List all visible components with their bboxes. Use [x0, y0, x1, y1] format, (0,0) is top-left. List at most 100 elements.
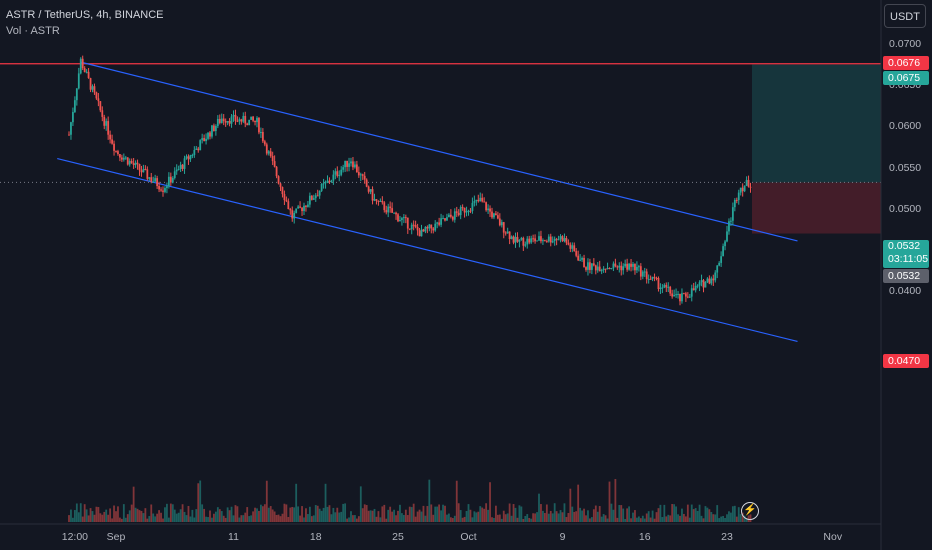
channel-upper-line[interactable] [80, 61, 798, 242]
volume-bar [449, 517, 452, 522]
candle-body [216, 118, 219, 127]
volume-bar [99, 513, 102, 522]
channel-lower-line[interactable] [57, 157, 798, 343]
candle-body [269, 151, 272, 157]
volume-bar [258, 510, 260, 522]
candle-body [404, 217, 407, 219]
volume-bar [686, 504, 689, 522]
volume-bar [718, 518, 721, 522]
volume-indicator-label[interactable]: Vol · ASTR [6, 25, 60, 37]
volume-bar [604, 515, 607, 522]
volume-bar [381, 506, 384, 522]
candle-body [267, 151, 270, 154]
candle-body [718, 262, 721, 266]
candle-body [256, 117, 258, 123]
candle-body [496, 215, 499, 219]
position-zones [752, 64, 881, 234]
candle-body [260, 131, 262, 133]
lightning-icon[interactable]: ⚡ [741, 502, 759, 520]
candle-body [242, 115, 245, 122]
volume-bar [418, 509, 421, 522]
volume-bar [516, 517, 519, 522]
candle-body [690, 288, 693, 297]
candle-body [559, 236, 562, 240]
candle-body [422, 229, 425, 232]
candle-body [567, 242, 570, 245]
candle-body [299, 206, 301, 208]
volume-bar [538, 493, 540, 522]
volume-bar [77, 512, 80, 522]
volume-bar [632, 512, 634, 522]
volume-bar [361, 508, 364, 522]
volume-bar [75, 503, 78, 522]
candle-body [81, 58, 84, 69]
time-tick-label: 23 [721, 531, 733, 543]
volume-bar [565, 517, 568, 522]
volume-bar [193, 517, 196, 522]
target-zone[interactable] [752, 64, 881, 183]
volume-bar [209, 510, 211, 522]
volume-bar [444, 505, 446, 522]
volume-bar [614, 479, 617, 522]
candle-body [649, 278, 652, 280]
volume-bar [167, 517, 170, 522]
volume-bar [87, 515, 90, 522]
volume-bar [463, 516, 466, 522]
stop-zone[interactable] [752, 182, 881, 234]
candle-body [520, 237, 523, 240]
candle-body [493, 213, 495, 218]
candle-body [489, 208, 491, 212]
volume-bar [471, 517, 474, 522]
candle-body [169, 176, 172, 183]
volume-bar [389, 506, 392, 522]
volume-bar [694, 508, 697, 522]
candle-body [291, 210, 294, 219]
symbol-title[interactable]: ASTR / TetherUS, 4h, BINANCE [6, 9, 164, 21]
volume-bar [246, 507, 249, 522]
volume-bar [651, 510, 654, 522]
volume-bar [428, 479, 431, 522]
candle-body [645, 271, 648, 280]
volume-bar [690, 504, 693, 522]
volume-bar [291, 506, 294, 522]
candle-body [385, 210, 388, 213]
time-tick-label: Nov [823, 531, 843, 543]
candle-body [68, 134, 70, 136]
candle-body [455, 211, 458, 213]
volume-bar [457, 503, 460, 522]
candle-body [598, 266, 601, 272]
candle-body [254, 120, 256, 123]
currency-button[interactable]: USDT [884, 4, 926, 28]
volume-bar [173, 509, 176, 522]
candle-body [585, 267, 587, 270]
candle-body [684, 293, 687, 297]
volume-bar [446, 514, 448, 522]
candle-body [271, 156, 274, 162]
candle-body [589, 262, 591, 270]
volume-bar [216, 507, 219, 522]
volume-bar [733, 505, 736, 522]
volume-bar [261, 506, 264, 522]
volume-bar [459, 510, 462, 522]
candle-body [657, 278, 660, 289]
volume-bar [698, 504, 701, 522]
volume-bar [481, 507, 484, 522]
candle-body [686, 296, 689, 298]
volume-bar [171, 504, 174, 522]
candle-body [632, 263, 634, 267]
candle-body [600, 269, 603, 272]
candle-body [688, 296, 691, 298]
volume-bar [602, 514, 605, 522]
candle-body [303, 205, 305, 212]
candle-body [477, 199, 480, 202]
volume-bar [119, 517, 121, 522]
candle-body [540, 236, 542, 242]
candle-body [150, 177, 153, 182]
candle-body [528, 238, 531, 243]
volume-bar [68, 515, 70, 522]
candle-body [324, 182, 327, 184]
candle-body [675, 294, 677, 296]
volume-bar [199, 480, 202, 522]
candle-body [518, 239, 521, 242]
